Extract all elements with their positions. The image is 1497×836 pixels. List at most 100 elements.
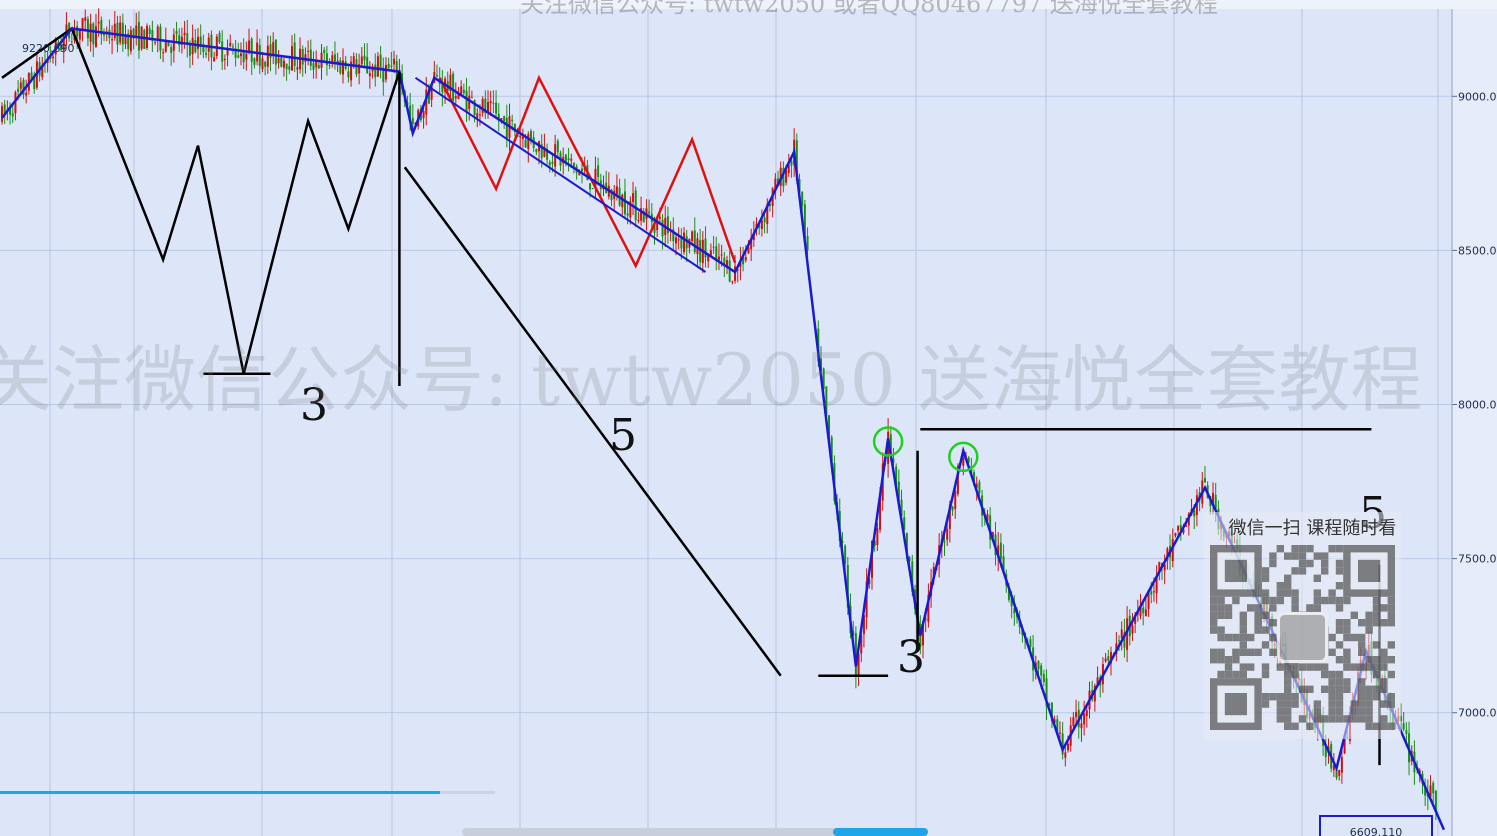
- qr-module: [1306, 685, 1314, 693]
- candle-body: [186, 33, 189, 45]
- candle-body: [503, 116, 506, 122]
- qr-finder-inner: [1224, 693, 1247, 716]
- qr-module: [1261, 596, 1270, 605]
- qr-module: [1335, 670, 1344, 679]
- qr-module: [1372, 722, 1381, 730]
- candle-body: [352, 56, 355, 65]
- candle-body: [1131, 625, 1134, 634]
- qr-module: [1335, 626, 1344, 634]
- qr-module: [1365, 715, 1373, 723]
- candle-body: [215, 36, 218, 56]
- candle-body: [868, 579, 871, 584]
- candle-body: [350, 61, 353, 81]
- candle-body: [1123, 632, 1126, 648]
- candle-body: [1083, 713, 1086, 725]
- candle-body: [634, 190, 637, 221]
- candle-body: [1144, 609, 1147, 617]
- qr-module: [1380, 685, 1388, 693]
- trend-helper-line: [414, 76, 707, 273]
- top-header-strip: [0, 0, 1497, 9]
- qr-module: [1343, 715, 1351, 723]
- qr-module: [1321, 596, 1329, 605]
- qr-module: [1365, 656, 1373, 664]
- qr-module: [1224, 656, 1233, 664]
- candle-body: [782, 167, 785, 187]
- candle-body: [1029, 639, 1032, 648]
- candle-body: [720, 254, 723, 256]
- qr-module: [1335, 641, 1344, 649]
- qr-module: [1269, 619, 1277, 627]
- candle-body: [454, 96, 457, 99]
- candle-body: [285, 63, 288, 70]
- candle-body: [272, 42, 275, 56]
- candle-body: [766, 204, 769, 225]
- scrollbar-thumb[interactable]: [833, 828, 928, 836]
- qr-module: [1224, 633, 1233, 642]
- candle-body: [1093, 685, 1096, 702]
- candle-body: [948, 504, 951, 529]
- qr-module: [1350, 715, 1358, 723]
- candle-body: [430, 85, 433, 100]
- candle-body: [368, 73, 371, 77]
- candle-body: [156, 26, 159, 40]
- candle-body: [768, 204, 771, 206]
- qr-module: [1291, 693, 1299, 701]
- candle-body: [422, 110, 425, 119]
- candle-body: [564, 154, 567, 162]
- candle-body: [170, 47, 173, 53]
- candle-body: [1203, 477, 1206, 483]
- candle-body: [495, 102, 498, 114]
- qr-module: [1224, 670, 1233, 679]
- price-tick-label: 8500.0: [1458, 244, 1497, 257]
- candle-body: [1214, 494, 1217, 509]
- qr-module: [1387, 700, 1395, 708]
- candle-body: [578, 170, 581, 176]
- qr-module: [1269, 633, 1277, 642]
- candle-body: [819, 358, 822, 371]
- candle-body: [92, 23, 95, 45]
- candle-body: [9, 107, 12, 115]
- candle-body: [927, 594, 930, 622]
- qr-module: [1284, 707, 1292, 716]
- candle-body: [543, 146, 546, 157]
- qr-module: [1261, 700, 1270, 708]
- candle-body: [17, 88, 20, 93]
- qr-module: [1387, 656, 1395, 664]
- candle-body: [261, 58, 264, 70]
- candle-body: [245, 53, 248, 60]
- candle-body: [274, 39, 277, 65]
- candle-body: [293, 42, 296, 67]
- candle-body: [62, 36, 65, 51]
- qr-module: [1232, 596, 1240, 605]
- qr-module: [1269, 648, 1277, 656]
- qr-module: [1239, 648, 1247, 656]
- candle-body: [264, 61, 267, 67]
- candle-body: [887, 431, 890, 464]
- candle-body: [505, 117, 508, 139]
- qr-module: [1239, 663, 1247, 671]
- candle-body: [774, 178, 777, 192]
- qr-module: [1358, 663, 1366, 671]
- qr-module: [1372, 693, 1381, 701]
- qr-module: [1372, 611, 1381, 619]
- candle-body: [801, 192, 804, 206]
- qr-module: [1343, 619, 1351, 627]
- candle-body: [194, 40, 197, 53]
- candle-body: [857, 653, 860, 675]
- candle-body: [97, 22, 100, 24]
- candle-body: [409, 105, 412, 118]
- candle-body: [1013, 608, 1016, 614]
- qr-module: [1306, 604, 1314, 612]
- candle-body: [846, 564, 849, 608]
- candle-body: [986, 513, 989, 522]
- candle-body: [1072, 717, 1075, 727]
- qr-module: [1254, 648, 1262, 656]
- qr-module: [1224, 604, 1233, 612]
- qr-module: [1298, 545, 1307, 553]
- candle-body: [1056, 719, 1059, 734]
- candle-body: [478, 114, 481, 116]
- candle-body: [178, 35, 181, 46]
- candle-body: [1067, 743, 1070, 751]
- qr-module: [1276, 596, 1284, 605]
